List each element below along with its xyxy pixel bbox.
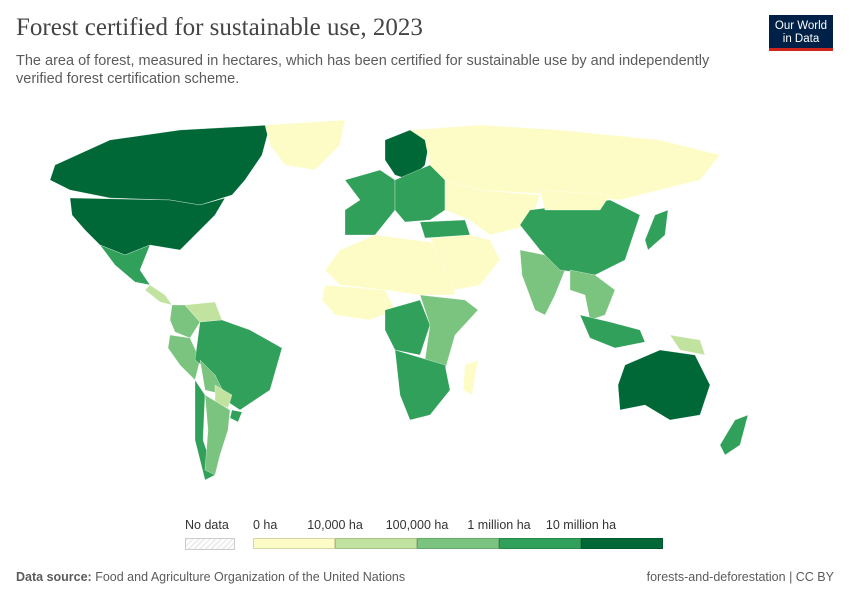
region-russia[interactable] (409, 124, 721, 201)
region-central-africa[interactable] (384, 299, 431, 356)
region-southeast-asia[interactable] (569, 269, 616, 321)
footer-right[interactable]: forests-and-deforestation | CC BY (646, 570, 834, 584)
region-paraguay[interactable] (214, 384, 233, 409)
legend-tick-label: 0 ha (253, 518, 278, 532)
region-turkey[interactable] (419, 219, 471, 239)
region-argentina[interactable] (204, 394, 231, 476)
region-mexico[interactable] (99, 244, 151, 286)
region-east-africa[interactable] (419, 294, 479, 371)
legend-tick-label: 1 million ha (467, 518, 531, 532)
region-uruguay[interactable] (229, 409, 243, 423)
region-west-africa[interactable] (321, 284, 396, 321)
legend-tick-label: 100,000 ha (385, 518, 449, 532)
region-new-zealand[interactable] (719, 414, 749, 456)
legend-tick-label: 10,000 ha (307, 518, 363, 532)
legend-no-data-label: No data (185, 518, 229, 532)
region-united-states[interactable] (69, 197, 226, 256)
owid-logo[interactable]: Our World in Data (769, 15, 833, 51)
region-western-europe[interactable] (344, 169, 396, 236)
region-central-america[interactable] (144, 284, 173, 306)
legend-no-data-swatch (185, 538, 235, 550)
region-canada[interactable] (49, 124, 271, 206)
source-text: Food and Agriculture Organization of the… (95, 570, 406, 584)
legend-bin (417, 538, 499, 549)
region-greenland[interactable] (264, 119, 346, 171)
page-title: Forest certified for sustainable use, 20… (16, 14, 423, 41)
region-papua-new-guinea[interactable] (669, 334, 706, 356)
legend-bin (581, 538, 663, 549)
legend-bin (335, 538, 417, 549)
source-note: Data source: Food and Agriculture Organi… (16, 570, 405, 584)
subtitle: The area of forest, measured in hectares… (16, 53, 710, 87)
region-japan[interactable] (644, 209, 669, 251)
region-australia[interactable] (617, 349, 711, 421)
source-label: Data source: (16, 570, 92, 584)
legend-bin (253, 538, 335, 549)
region-brazil[interactable] (194, 319, 283, 411)
region-middle-east[interactable] (429, 234, 501, 291)
legend-tick-label: 10 million ha (545, 518, 617, 532)
region-mongolia[interactable] (539, 189, 611, 211)
region-indonesia[interactable] (579, 314, 646, 349)
region-central-asia[interactable] (444, 179, 541, 236)
region-madagascar[interactable] (462, 359, 479, 396)
world-map (49, 119, 749, 481)
legend-bin (499, 538, 581, 549)
region-north-africa[interactable] (324, 234, 456, 296)
region-southern-africa[interactable] (394, 349, 451, 421)
